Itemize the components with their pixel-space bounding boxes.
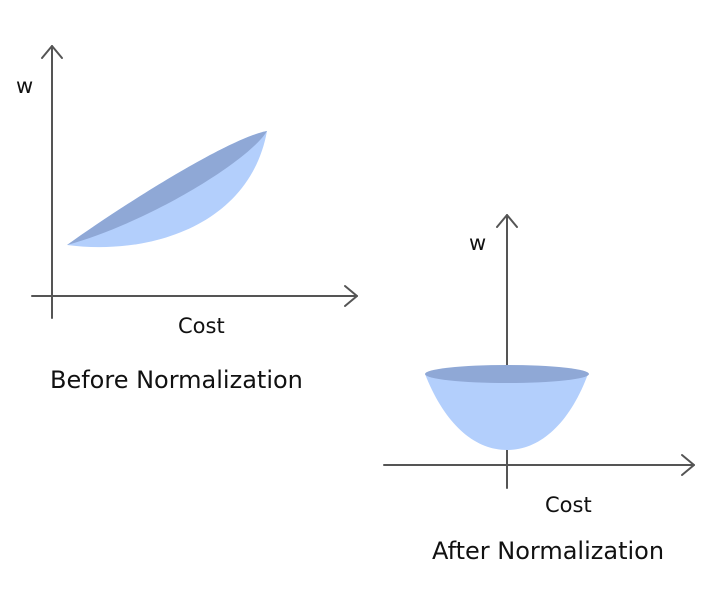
after-normalization-panel: w Cost After Normalization — [383, 214, 695, 565]
left-x-axis-label: Cost — [178, 314, 225, 338]
after-normalization-caption: After Normalization — [432, 537, 664, 565]
left-x-axis-arrow — [344, 285, 358, 307]
right-bowl-rim — [425, 365, 589, 383]
before-normalization-caption: Before Normalization — [50, 366, 303, 394]
left-y-axis-arrow — [41, 45, 63, 59]
right-x-axis-arrow — [681, 454, 695, 476]
left-bowl-rim — [67, 131, 267, 245]
right-y-axis-label: w — [469, 231, 486, 255]
right-bowl-body — [425, 374, 588, 450]
left-y-axis-label: w — [16, 74, 33, 98]
right-y-axis-arrow — [496, 214, 518, 228]
before-normalization-panel: w Cost Before Normalization — [16, 45, 358, 394]
right-x-axis-label: Cost — [545, 493, 592, 517]
